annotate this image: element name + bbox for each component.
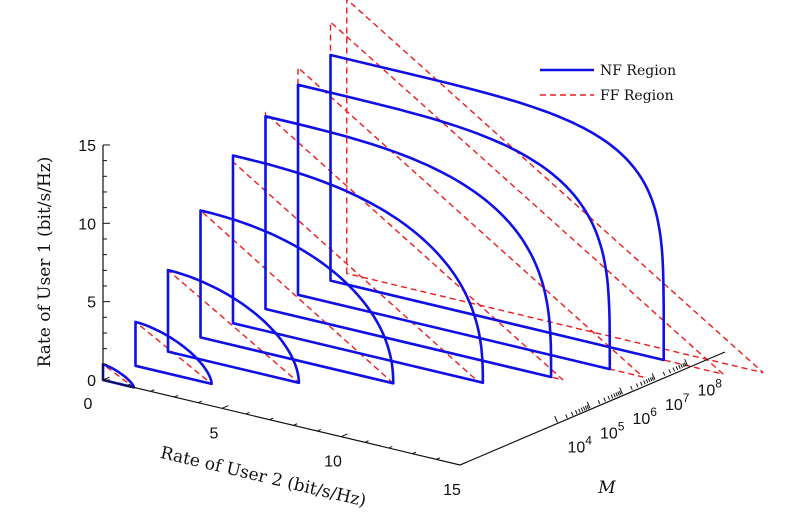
nf-region-4	[231, 154, 485, 384]
x-ticks: 0 5 10 15	[84, 376, 467, 499]
y-tick	[584, 405, 588, 410]
x-tick-10	[340, 433, 348, 438]
x-tick-4	[198, 400, 203, 404]
x-tick-12	[388, 445, 393, 449]
legend: NF Region FF Region	[540, 63, 676, 104]
y-tick	[682, 363, 685, 368]
x-tick-label: 15	[443, 482, 461, 499]
legend-nf-label: NF Region	[600, 63, 676, 79]
ff-region-5	[264, 111, 564, 381]
z-tick-label: 15	[78, 138, 96, 155]
y-tick	[586, 401, 591, 409]
nf-region-layer	[101, 53, 665, 389]
y-tick-label: 105	[600, 419, 625, 442]
z-ticks: 0 5 10 15	[78, 138, 110, 390]
y-tick	[570, 411, 574, 416]
y-tick	[635, 383, 639, 388]
y-tick	[649, 377, 653, 382]
y-tick	[610, 394, 614, 399]
z-tick-label: 10	[78, 216, 96, 233]
x-tick-14	[436, 457, 441, 460]
x-axis-line	[102, 379, 461, 466]
z-tick-label: 0	[87, 373, 96, 390]
y-tick	[597, 400, 601, 405]
y-tick-label: 106	[633, 405, 658, 428]
legend-ff-label: FF Region	[600, 88, 674, 104]
y-tick	[678, 364, 681, 369]
z-axis-label: Rate of User 1 (bit/s/Hz)	[35, 157, 55, 368]
y-tick	[640, 381, 643, 386]
x-tick-15	[459, 461, 467, 466]
axes: 0 5 10 15 0 5 10 15 104 105 106 107 108	[78, 138, 726, 499]
x-tick-label: 10	[324, 454, 342, 471]
nf-region-1	[134, 320, 213, 386]
y-tick	[586, 405, 589, 410]
x-tick-0	[102, 376, 110, 381]
y-tick	[554, 415, 558, 423]
y-tick	[662, 371, 666, 376]
x-tick-13	[412, 451, 417, 455]
y-tick	[651, 376, 654, 381]
y-tick	[578, 408, 581, 413]
y-tick	[565, 414, 568, 419]
y-tick	[607, 395, 611, 400]
y-tick-label: 108	[698, 377, 723, 400]
y-axis-line	[459, 351, 726, 466]
x-tick-11	[364, 440, 369, 443]
y-tick-label: 104	[568, 433, 593, 456]
x-tick-label: 0	[84, 396, 93, 413]
x-tick-1	[126, 383, 131, 387]
x-tick-7	[269, 417, 274, 421]
y-tick	[613, 393, 616, 398]
x-tick-2	[150, 389, 155, 392]
nf-region-2	[166, 268, 301, 385]
y-tick-label: 107	[665, 391, 690, 414]
y-tick	[615, 392, 618, 397]
y-tick	[668, 369, 671, 374]
y-tick	[618, 390, 622, 395]
y-ticks: 104 105 106 107 108	[554, 359, 723, 456]
y-tick	[582, 406, 586, 411]
x-tick-label: 5	[210, 425, 219, 442]
y-tick	[645, 379, 649, 384]
y-tick	[680, 363, 683, 369]
y-tick	[643, 380, 646, 385]
x-tick-8	[293, 423, 298, 426]
y-tick	[647, 378, 651, 383]
y-tick	[684, 359, 688, 366]
ff-region-8	[346, 0, 764, 374]
y-tick	[619, 387, 623, 395]
y-tick	[603, 397, 606, 402]
y-tick	[630, 385, 633, 390]
x-tick-6	[245, 411, 250, 415]
x-tick-5	[221, 405, 229, 409]
nf-region-0	[101, 363, 136, 389]
y-tick	[580, 407, 584, 412]
nf-region-3	[199, 209, 395, 385]
nf-region-7	[329, 53, 665, 362]
x-tick-9	[317, 428, 322, 432]
y-tick	[683, 362, 687, 367]
y-tick	[617, 391, 620, 396]
y-tick	[675, 366, 679, 371]
nf-region-6	[296, 83, 612, 371]
y-axis-label: M	[597, 478, 616, 498]
x-tick-3	[174, 394, 179, 398]
z-tick-label: 5	[87, 295, 96, 312]
y-tick	[575, 410, 578, 415]
ff-region-7	[329, 20, 724, 375]
y-tick	[672, 367, 676, 372]
nf-region-5	[264, 115, 553, 379]
y-tick	[651, 373, 656, 381]
